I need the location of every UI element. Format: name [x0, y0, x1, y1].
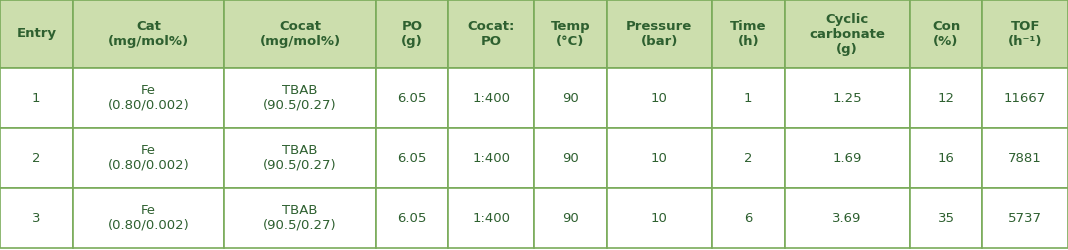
Text: 6: 6	[744, 212, 753, 224]
Text: Con
(%): Con (%)	[932, 20, 960, 48]
Bar	[73, 0, 224, 68]
Bar	[73, 68, 224, 128]
Bar	[73, 188, 224, 248]
Bar	[449, 68, 534, 128]
Text: 1:400: 1:400	[472, 152, 511, 164]
Text: 16: 16	[938, 152, 955, 164]
Bar	[0, 188, 73, 248]
Bar	[73, 128, 224, 188]
Bar	[376, 188, 449, 248]
Text: Fe
(0.80/0.002): Fe (0.80/0.002)	[108, 204, 189, 232]
Text: TOF
(h⁻¹): TOF (h⁻¹)	[1008, 20, 1042, 48]
Bar	[449, 128, 534, 188]
Text: Cocat
(mg/mol%): Cocat (mg/mol%)	[260, 20, 341, 48]
Bar	[607, 68, 712, 128]
Bar	[376, 0, 449, 68]
Bar	[785, 128, 910, 188]
Text: 2: 2	[32, 152, 41, 164]
Text: 10: 10	[650, 152, 668, 164]
Bar	[534, 188, 607, 248]
Text: 11667: 11667	[1004, 92, 1047, 104]
Text: 6.05: 6.05	[397, 92, 427, 104]
Text: 10: 10	[650, 212, 668, 224]
Bar	[910, 68, 983, 128]
Text: 2: 2	[744, 152, 753, 164]
Text: 6.05: 6.05	[397, 212, 427, 224]
Bar	[376, 128, 449, 188]
Text: 12: 12	[938, 92, 955, 104]
Bar	[607, 188, 712, 248]
Text: TBAB
(90.5/0.27): TBAB (90.5/0.27)	[263, 84, 336, 112]
Bar	[534, 68, 607, 128]
Text: Time
(h): Time (h)	[731, 20, 767, 48]
Text: 35: 35	[938, 212, 955, 224]
Bar	[224, 188, 376, 248]
Text: Fe
(0.80/0.002): Fe (0.80/0.002)	[108, 84, 189, 112]
Text: 1:400: 1:400	[472, 92, 511, 104]
Text: 1.25: 1.25	[832, 92, 862, 104]
Bar	[785, 0, 910, 68]
Text: Cyclic
carbonate
(g): Cyclic carbonate (g)	[810, 12, 885, 56]
Text: 5737: 5737	[1008, 212, 1042, 224]
Text: Pressure
(bar): Pressure (bar)	[626, 20, 692, 48]
Bar	[785, 188, 910, 248]
Text: 3.69: 3.69	[832, 212, 862, 224]
Bar	[224, 0, 376, 68]
Bar	[910, 128, 983, 188]
Bar	[0, 68, 73, 128]
Text: TBAB
(90.5/0.27): TBAB (90.5/0.27)	[263, 144, 336, 172]
Bar	[376, 68, 449, 128]
Text: Fe
(0.80/0.002): Fe (0.80/0.002)	[108, 144, 189, 172]
Bar	[983, 0, 1068, 68]
Bar	[0, 128, 73, 188]
Text: Entry: Entry	[16, 28, 57, 40]
Text: 1: 1	[32, 92, 41, 104]
Text: 90: 90	[562, 212, 579, 224]
Text: Temp
(°C): Temp (°C)	[550, 20, 591, 48]
Bar	[534, 0, 607, 68]
Text: PO
(g): PO (g)	[402, 20, 423, 48]
Bar	[449, 0, 534, 68]
Text: TBAB
(90.5/0.27): TBAB (90.5/0.27)	[263, 204, 336, 232]
Text: 90: 90	[562, 152, 579, 164]
Bar	[983, 128, 1068, 188]
Bar	[785, 68, 910, 128]
Bar	[910, 188, 983, 248]
Bar	[983, 68, 1068, 128]
Text: Cocat:
PO: Cocat: PO	[468, 20, 515, 48]
Text: 7881: 7881	[1008, 152, 1042, 164]
Text: 1: 1	[744, 92, 753, 104]
Bar	[0, 0, 73, 68]
Bar	[449, 188, 534, 248]
Text: Cat
(mg/mol%): Cat (mg/mol%)	[108, 20, 189, 48]
Text: 90: 90	[562, 92, 579, 104]
Bar	[983, 188, 1068, 248]
Bar	[712, 188, 785, 248]
Text: 1.69: 1.69	[832, 152, 862, 164]
Bar	[607, 0, 712, 68]
Bar	[534, 128, 607, 188]
Bar	[607, 128, 712, 188]
Text: 10: 10	[650, 92, 668, 104]
Bar	[712, 128, 785, 188]
Text: 3: 3	[32, 212, 41, 224]
Bar	[712, 0, 785, 68]
Bar	[712, 68, 785, 128]
Text: 6.05: 6.05	[397, 152, 427, 164]
Bar	[910, 0, 983, 68]
Bar	[224, 128, 376, 188]
Text: 1:400: 1:400	[472, 212, 511, 224]
Bar	[224, 68, 376, 128]
